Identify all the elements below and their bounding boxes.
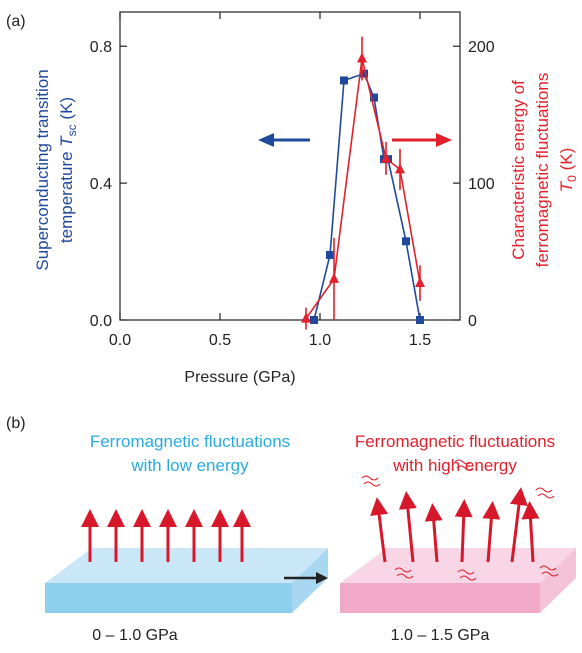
spin-arrows <box>81 509 251 562</box>
transition-arrow-head <box>316 572 328 584</box>
plot-frame <box>119 11 461 321</box>
y-label-subscript: sc <box>65 124 79 136</box>
y2-axis-label: Characteristic energy of ferromagnetic f… <box>509 73 579 268</box>
spin-arrows <box>370 487 540 563</box>
fluctuation-squiggles <box>361 459 559 581</box>
x-tick-label: 1.0 <box>309 332 331 349</box>
marker <box>360 69 368 78</box>
y-tick-label: 0.0 <box>90 313 112 330</box>
slab-front <box>340 583 540 613</box>
x-tick-label: 1.5 <box>409 332 431 349</box>
x-tick-label: 0.5 <box>209 332 231 349</box>
y-tick-label: 0.8 <box>90 39 112 56</box>
marker <box>415 277 425 288</box>
panel-label: (b) <box>6 415 26 432</box>
y2-label-symbol: T <box>557 180 576 192</box>
high-energy-slab <box>340 459 576 613</box>
y2-tick-label: 200 <box>468 39 495 56</box>
y-label-line: Superconducting transition <box>33 69 52 270</box>
red-arrow-head <box>436 133 452 147</box>
marker <box>370 93 378 102</box>
diagram-title: Ferromagnetic fluctuations <box>355 432 555 451</box>
slab-side <box>292 548 328 613</box>
slab-side <box>540 548 576 613</box>
marker <box>329 272 339 283</box>
marker <box>381 152 391 163</box>
x-tick-label: 0.0 <box>109 332 131 349</box>
y-label-symbol: T <box>57 135 76 147</box>
blue-arrow-head <box>258 133 274 147</box>
marker <box>326 250 334 259</box>
slab-front <box>45 583 292 613</box>
series-line <box>305 58 421 320</box>
diagram-title: Ferromagnetic fluctuations <box>90 432 290 451</box>
diagram-title: with low energy <box>130 456 249 475</box>
marker <box>301 312 311 323</box>
y2-label-unit: (K) <box>557 148 576 175</box>
low-energy-slab <box>45 509 328 613</box>
x-axis-label: Pressure (GPa) <box>184 369 295 386</box>
y2-label-line: T0 (K) <box>557 148 579 192</box>
diagram-title: with high energy <box>392 456 517 475</box>
panel-label: (a) <box>6 13 26 30</box>
y-label-line: temperature Tsc (K) <box>57 97 79 243</box>
y2-tick-label: 100 <box>468 176 495 193</box>
marker <box>357 52 367 63</box>
diagram-caption: 1.0 – 1.5 GPa <box>391 627 490 644</box>
marker <box>340 76 348 85</box>
y-label-text: temperature <box>57 147 76 243</box>
marker <box>402 237 410 246</box>
slab-top <box>340 548 576 583</box>
direction-arrows <box>258 133 452 147</box>
y2-tick-label: 0 <box>468 313 477 330</box>
marker <box>416 316 424 324</box>
y-axis-label: Superconducting transition temperature T… <box>33 69 79 270</box>
y-tick-label: 0.4 <box>90 176 112 193</box>
y2-label-line: ferromagnetic fluctuations <box>533 73 552 268</box>
y2-label-line: Characteristic energy of <box>509 80 528 260</box>
y-label-unit: (K) <box>57 97 76 124</box>
y2-label-subscript: 0 <box>565 175 579 182</box>
marker <box>395 163 405 174</box>
marker <box>310 316 318 324</box>
diagram-caption: 0 – 1.0 GPa <box>92 627 177 644</box>
